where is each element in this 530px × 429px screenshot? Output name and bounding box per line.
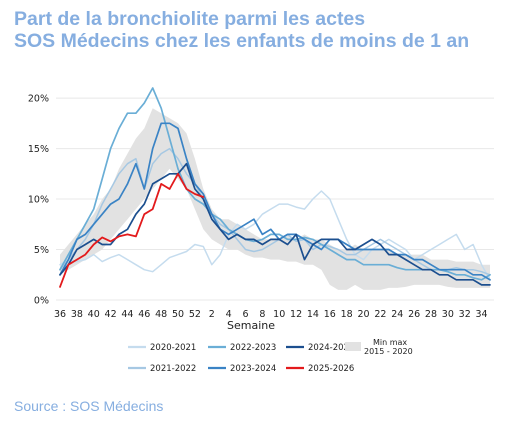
series-line-2023-2024	[59, 122, 491, 281]
x-tick-label: 38	[71, 309, 83, 320]
x-tick-label: 6	[242, 309, 248, 320]
chart-title: Part de la bronchiolite parmi les actes …	[14, 8, 524, 52]
x-tick-label: 2	[209, 309, 215, 320]
x-tick-label: 26	[408, 309, 420, 320]
legend-band-swatch	[345, 342, 361, 351]
x-tick-label: 40	[88, 309, 100, 320]
x-tick-label: 34	[476, 309, 488, 320]
legend: 2020-2021 2022-2023 2024-2025 2021-2022 2023…	[128, 338, 413, 374]
y-tick-label: 0%	[34, 296, 49, 307]
x-tick-label: 50	[172, 309, 184, 320]
legend-label: 2025-2026	[308, 364, 354, 374]
x-tick-label: 12	[290, 309, 302, 320]
x-tick-label: 8	[259, 309, 265, 320]
x-tick-label: 42	[105, 309, 117, 320]
x-tick-label: 36	[54, 309, 66, 320]
x-tick-label: 20	[357, 309, 369, 320]
legend-label: 2023-2024	[230, 364, 276, 374]
series-layer	[59, 87, 491, 288]
min-max-band	[60, 108, 490, 290]
y-tick-label: 15%	[28, 144, 49, 155]
x-tick-label: 10	[273, 309, 285, 320]
x-tick-label: 52	[189, 309, 201, 320]
legend-band-label: Min max	[373, 338, 407, 347]
legend-label: 2021-2022	[150, 364, 196, 374]
y-tick-label: 5%	[34, 245, 49, 256]
legend-band-label: 2015 - 2020	[364, 347, 413, 356]
x-tick-label: 16	[324, 309, 336, 320]
x-tick-label: 18	[341, 309, 353, 320]
x-tick-label: 4	[226, 309, 232, 320]
chart-title-line-1: Part de la bronchiolite parmi les actes	[14, 8, 366, 30]
y-tick-label: 20%	[28, 94, 49, 105]
x-tick-label: 14	[307, 309, 319, 320]
x-tick-label: 48	[155, 309, 167, 320]
source-note: Source : SOS Médecins	[14, 398, 164, 414]
legend-label: 2020-2021	[150, 343, 196, 353]
series-line-2021-2022	[59, 147, 491, 276]
series-line-2020-2021	[59, 190, 491, 281]
x-tick-label: 28	[425, 309, 437, 320]
legend-label: 2024-2025	[308, 343, 354, 353]
axis-layer: 0%5%10%15%20%36 38 40 42 44 46 48 50 52 2 4 6 8 10 12 1…	[28, 94, 488, 320]
x-tick-label: 24	[391, 309, 403, 320]
x-tick-label: 22	[374, 309, 386, 320]
y-tick-label: 10%	[28, 195, 49, 206]
legend-label: 2022-2023	[230, 343, 276, 353]
min-max-band-layer	[60, 108, 490, 290]
x-tick-label: 46	[138, 309, 150, 320]
chart-title-line-2: SOS Médecins chez les enfants de moins d…	[14, 30, 470, 52]
series-line-2025-2026	[59, 172, 205, 288]
x-tick-label: 44	[121, 309, 133, 320]
x-tick-label: 32	[459, 309, 471, 320]
x-tick-label: 30	[442, 309, 454, 320]
series-line-2024-2025	[59, 162, 491, 286]
x-axis-label: Semaine	[227, 319, 275, 332]
